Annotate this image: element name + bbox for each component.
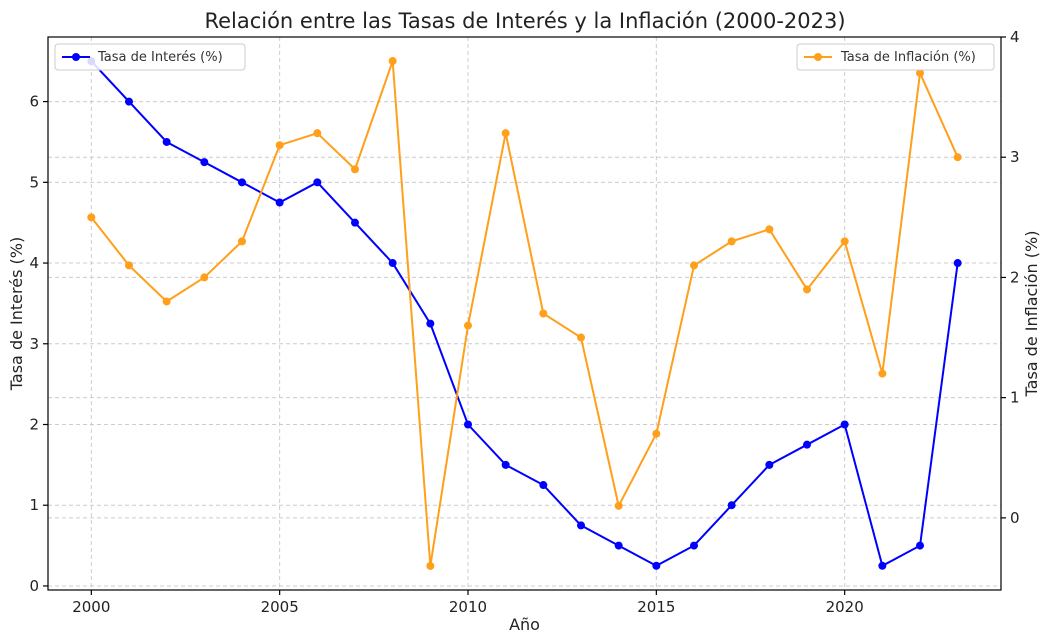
series-interest-point bbox=[803, 440, 812, 449]
series-interest bbox=[87, 57, 962, 570]
y-axis-label-right: Tasa de Inflación (%) bbox=[1022, 231, 1041, 398]
series-interest-point bbox=[200, 158, 209, 167]
series-interest-point bbox=[727, 501, 736, 510]
series-interest-point bbox=[350, 218, 359, 227]
series-inflation-point bbox=[765, 225, 774, 234]
series-interest-point bbox=[275, 198, 284, 207]
grid-layer bbox=[48, 36, 1001, 590]
ticks-layer: 2000 2005 2010 2015 2020 0 1 2 3 4 5 6 0 1 2 3 4 bbox=[29, 28, 1019, 616]
series-inflation-point bbox=[803, 285, 812, 294]
y-left-tick-label: 1 bbox=[29, 496, 39, 514]
series-interest-line bbox=[90, 60, 959, 567]
series-interest-point bbox=[765, 460, 774, 469]
y-left-tick-label: 5 bbox=[29, 173, 39, 191]
legend-interest-box bbox=[54, 43, 246, 71]
series-inflation-point bbox=[87, 213, 96, 222]
series-interest-point bbox=[539, 481, 548, 490]
x-tick-label: 2000 bbox=[72, 598, 110, 616]
y-left-tick-label: 3 bbox=[29, 335, 39, 353]
y-right-tick-label: 4 bbox=[1010, 28, 1020, 46]
series-interest-point bbox=[953, 259, 962, 268]
series-inflation-point bbox=[916, 69, 925, 78]
series-interest-point bbox=[237, 178, 246, 187]
y-left-tick-label: 0 bbox=[29, 577, 39, 595]
y-right-tick-label: 3 bbox=[1010, 148, 1020, 166]
series-interest-point bbox=[916, 541, 925, 550]
chart-title: Relación entre las Tasas de Interés y la… bbox=[204, 9, 845, 33]
series-inflation-point bbox=[878, 369, 887, 378]
series-layer bbox=[87, 57, 962, 570]
series-inflation-point bbox=[953, 153, 962, 162]
legend-inflation-marker bbox=[814, 53, 822, 61]
series-interest-point bbox=[501, 460, 510, 469]
series-inflation-point bbox=[388, 57, 397, 66]
series-interest-point bbox=[124, 97, 133, 106]
series-interest-point bbox=[690, 541, 699, 550]
series-inflation-point bbox=[350, 165, 359, 174]
series-inflation-point bbox=[690, 261, 699, 270]
series-inflation-point bbox=[727, 237, 736, 246]
series-inflation-line bbox=[90, 60, 959, 567]
series-inflation-point bbox=[652, 429, 661, 438]
legend-interest-marker bbox=[72, 53, 80, 61]
series-inflation bbox=[87, 57, 962, 570]
series-inflation-point bbox=[840, 237, 849, 246]
legend-inflation-box bbox=[796, 43, 995, 71]
series-interest-point bbox=[162, 137, 171, 146]
series-inflation-point bbox=[577, 333, 586, 342]
legend-interest: Tasa de Interés (%) bbox=[54, 43, 246, 71]
series-interest-point bbox=[840, 420, 849, 429]
series-inflation-point bbox=[539, 309, 548, 318]
series-interest-point bbox=[426, 319, 435, 328]
y-right-tick-label: 1 bbox=[1010, 389, 1020, 407]
plot-frame bbox=[47, 36, 1002, 591]
y-left-tick-label: 6 bbox=[29, 93, 39, 111]
x-tick-label: 2015 bbox=[637, 598, 675, 616]
series-interest-point bbox=[878, 561, 887, 570]
series-inflation-point bbox=[200, 273, 209, 282]
series-interest-point bbox=[313, 178, 322, 187]
y-axis-label-left: Tasa de Interés (%) bbox=[7, 237, 26, 391]
series-interest-point bbox=[388, 259, 397, 268]
y-right-tick-label: 0 bbox=[1010, 509, 1020, 527]
series-inflation-point bbox=[275, 141, 284, 150]
series-inflation-point bbox=[162, 297, 171, 306]
x-tick-label: 2020 bbox=[826, 598, 864, 616]
legend-inflation-label: Tasa de Inflación (%) bbox=[840, 50, 976, 65]
series-interest-point bbox=[614, 541, 623, 550]
series-inflation-point bbox=[313, 129, 322, 138]
y-left-tick-label: 2 bbox=[29, 416, 39, 434]
series-interest-point bbox=[652, 561, 661, 570]
legend-inflation: Tasa de Inflación (%) bbox=[796, 43, 995, 71]
series-interest-point bbox=[463, 420, 472, 429]
series-inflation-point bbox=[463, 321, 472, 330]
x-axis-label: Año bbox=[509, 615, 540, 634]
series-inflation-point bbox=[426, 561, 435, 570]
series-inflation-point bbox=[501, 129, 510, 138]
series-inflation-point bbox=[124, 261, 133, 270]
y-left-tick-label: 4 bbox=[29, 254, 39, 272]
legend-interest-label: Tasa de Interés (%) bbox=[97, 50, 223, 65]
x-tick-label: 2005 bbox=[261, 598, 299, 616]
x-tick-label: 2010 bbox=[449, 598, 487, 616]
series-interest-point bbox=[577, 521, 586, 530]
series-inflation-point bbox=[237, 237, 246, 246]
y-right-tick-label: 2 bbox=[1010, 268, 1020, 286]
series-inflation-point bbox=[614, 501, 623, 510]
